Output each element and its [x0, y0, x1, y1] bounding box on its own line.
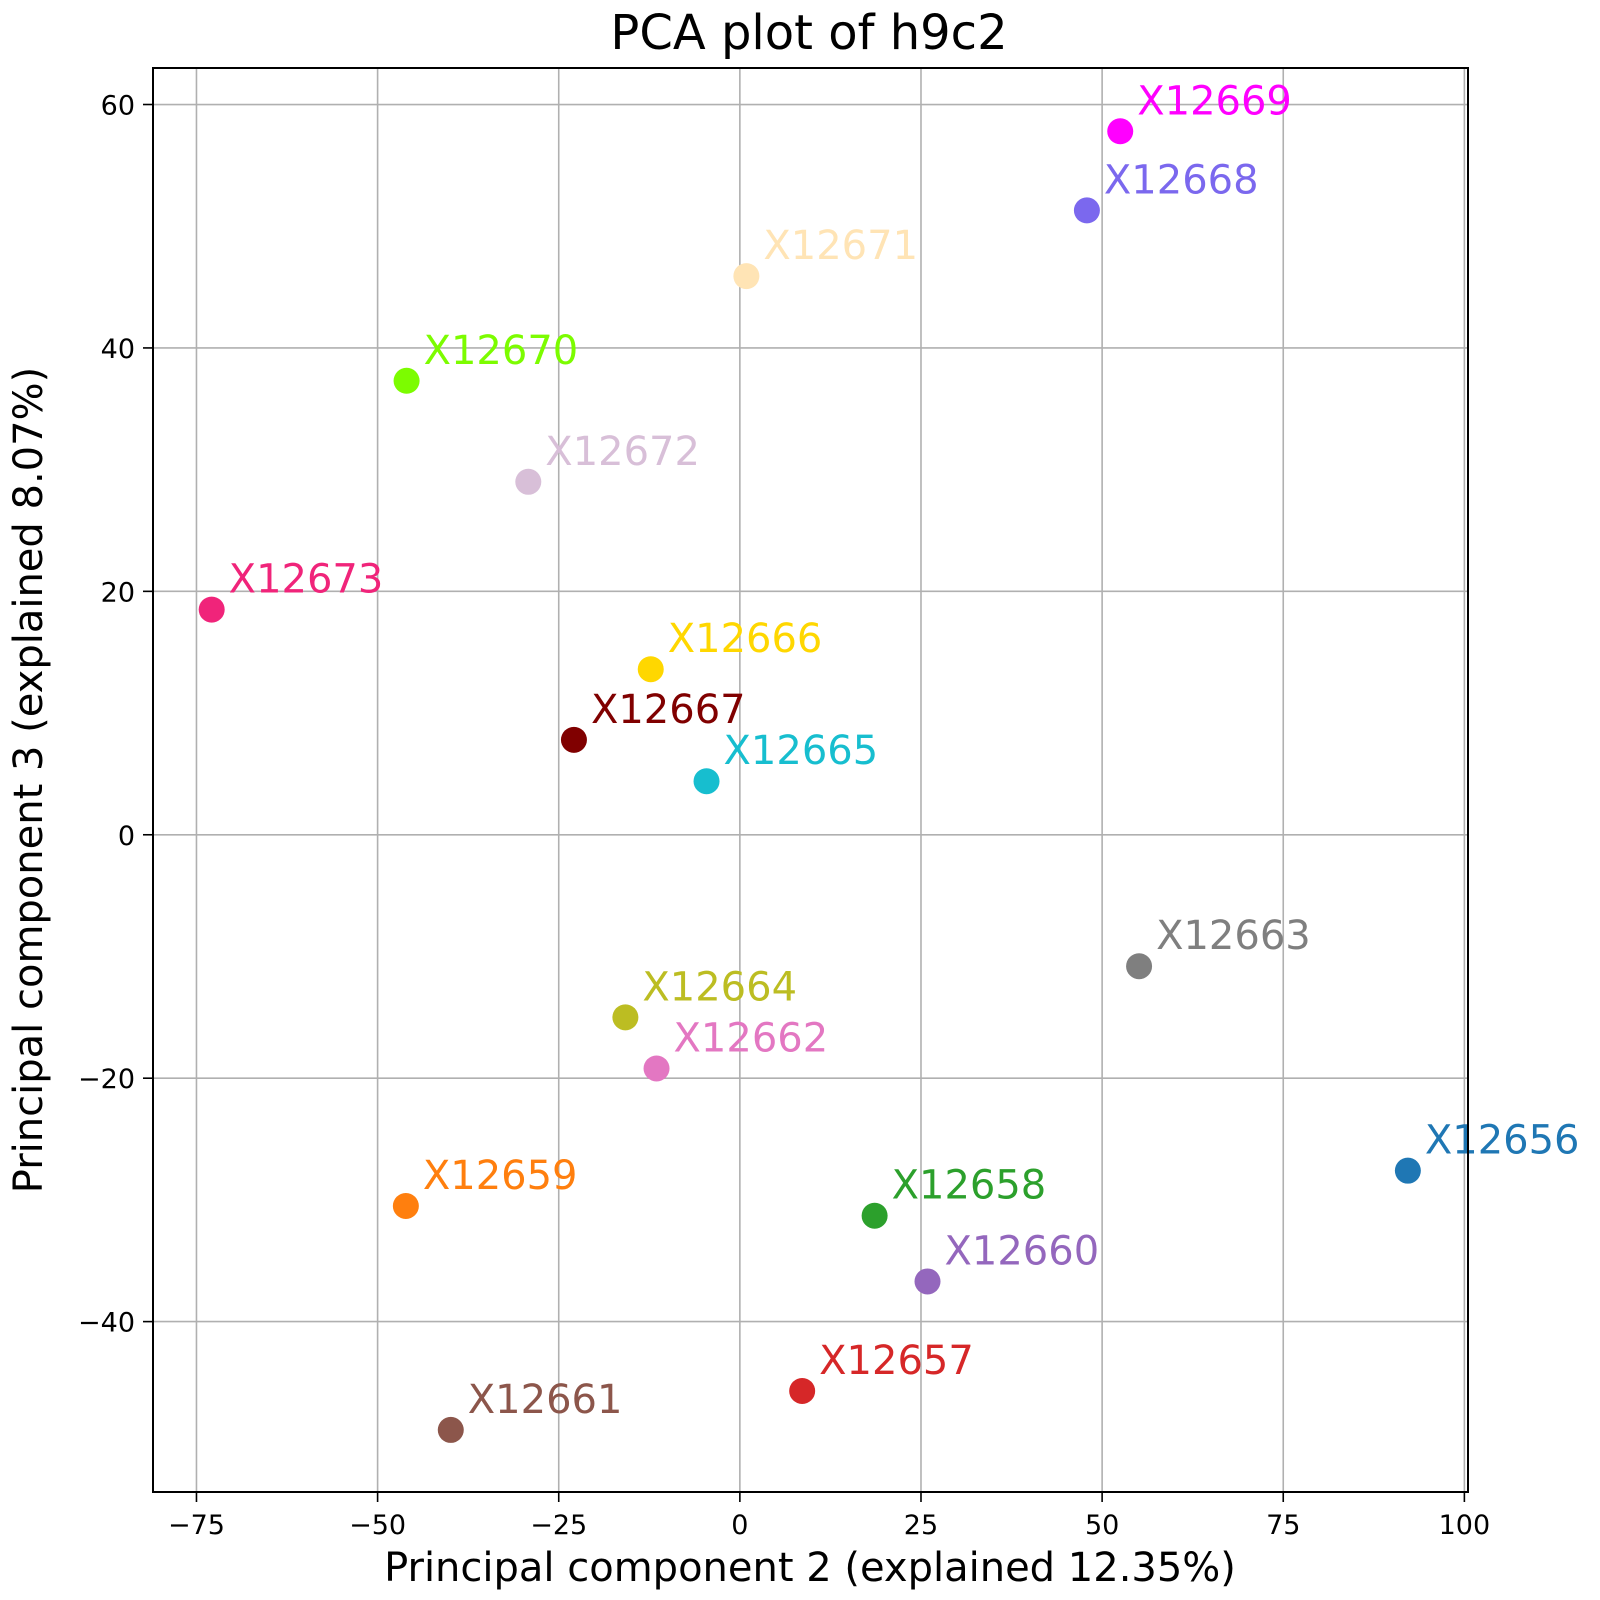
point-label-x12660: X12660: [945, 1228, 1100, 1274]
point-label-x12662: X12662: [674, 1015, 829, 1061]
chart-title: PCA plot of h9c2: [610, 5, 1007, 61]
data-point-x12672: [515, 468, 542, 495]
axis-ticks: −75 −50 −25 0 25 50 75 100 −40 −20 0 20 40 60: [78, 91, 1490, 1541]
point-label-x12663: X12663: [1156, 913, 1311, 959]
x-tick-label: −50: [349, 1510, 406, 1541]
x-tick-label: 75: [1266, 1510, 1300, 1541]
x-tick-label: −75: [168, 1510, 225, 1541]
point-label-x12669: X12669: [1137, 78, 1292, 124]
point-label-x12665: X12665: [724, 728, 879, 774]
point-label-x12667: X12667: [591, 687, 746, 733]
point-label-x12668: X12668: [1104, 157, 1259, 203]
plot-area-frame: [152, 67, 1469, 1493]
point-label-x12658: X12658: [892, 1163, 1047, 1209]
data-point-x12665: [693, 768, 720, 795]
x-axis-title: Principal component 2 (explained 12.35%): [384, 1545, 1236, 1591]
data-points: [198, 118, 1421, 1443]
data-point-x12673: [198, 596, 225, 623]
x-tick-label: 25: [904, 1510, 938, 1541]
y-tick-label: 40: [101, 334, 135, 365]
data-point-x12658: [861, 1202, 888, 1229]
data-point-x12670: [393, 367, 420, 394]
y-axis-title: Principal component 3 (explained 8.07%): [6, 367, 52, 1193]
x-tick-label: 50: [1085, 1510, 1119, 1541]
point-label-x12659: X12659: [423, 1153, 578, 1199]
data-point-x12669: [1107, 118, 1134, 145]
data-point-x12659: [392, 1192, 419, 1219]
data-point-x12662: [643, 1055, 670, 1082]
y-tick-label: 60: [101, 91, 135, 122]
data-point-x12663: [1126, 953, 1153, 980]
point-label-x12664: X12664: [642, 964, 797, 1010]
y-tick-label: 20: [101, 577, 135, 608]
data-point-x12660: [914, 1268, 941, 1295]
y-tick-label: 0: [118, 821, 135, 852]
data-point-x12668: [1073, 197, 1100, 224]
data-point-x12661: [437, 1416, 464, 1443]
point-label-x12672: X12672: [545, 429, 700, 475]
data-point-x12666: [637, 656, 664, 683]
point-label-x12671: X12671: [763, 223, 918, 269]
y-tick-label: −40: [78, 1308, 135, 1339]
point-label-x12656: X12656: [1425, 1118, 1580, 1164]
data-point-x12656: [1394, 1157, 1421, 1184]
data-point-x12671: [733, 263, 760, 290]
y-tick-label: −20: [78, 1064, 135, 1095]
grid-lines: [153, 68, 1468, 1492]
x-tick-label: −25: [530, 1510, 587, 1541]
data-point-x12667: [560, 726, 587, 753]
point-label-x12661: X12661: [468, 1377, 623, 1423]
x-tick-label: 100: [1439, 1510, 1491, 1541]
data-point-x12657: [789, 1377, 816, 1404]
point-label-x12673: X12673: [229, 557, 384, 603]
point-label-x12670: X12670: [424, 328, 579, 374]
point-labels: X12656 X12657 X12658 X12659 X12660 X12661 X126…: [229, 78, 1580, 1423]
data-point-x12664: [612, 1004, 639, 1031]
x-tick-label: 0: [731, 1510, 748, 1541]
point-label-x12657: X12657: [819, 1338, 974, 1384]
point-label-x12666: X12666: [668, 616, 823, 662]
